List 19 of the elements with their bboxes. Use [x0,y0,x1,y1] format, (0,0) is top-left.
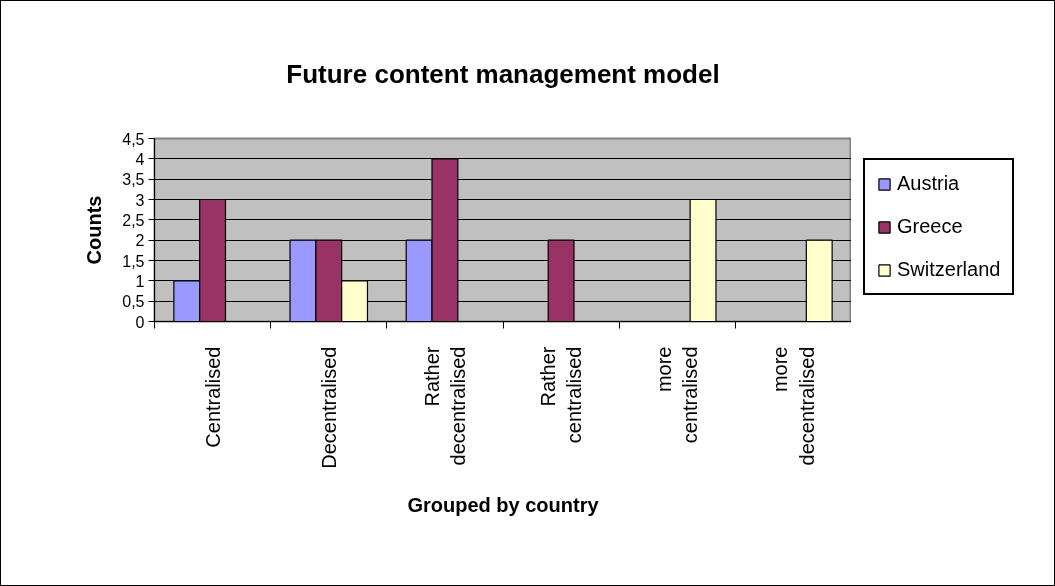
y-tick-label: 3,5 [122,171,145,189]
y-tick-label: 2 [135,232,145,250]
legend-label: Switzerland [897,258,1001,281]
x-axis-title: Grouped by country [407,493,600,516]
legend-label: Austria [897,172,960,195]
y-axis-title: Counts [83,195,106,265]
y-tick-label: 2,5 [122,211,145,229]
chart-title: Future content management model [286,58,720,89]
y-tick-label: 1,5 [122,252,145,270]
y-tick-label: 0 [135,313,145,331]
y-tick-label: 1 [135,272,145,290]
x-tick-label: Rather decentralised [420,346,470,466]
y-tick-label: 3 [135,191,145,209]
legend-label: Greece [897,215,963,238]
y-tick-label: 4 [135,150,145,168]
y-tick-label: 4,5 [122,130,145,148]
x-tick-label: Centralised [201,346,224,448]
y-tick-label: 0,5 [122,293,145,311]
x-tick-label: Decentralised [317,346,340,469]
